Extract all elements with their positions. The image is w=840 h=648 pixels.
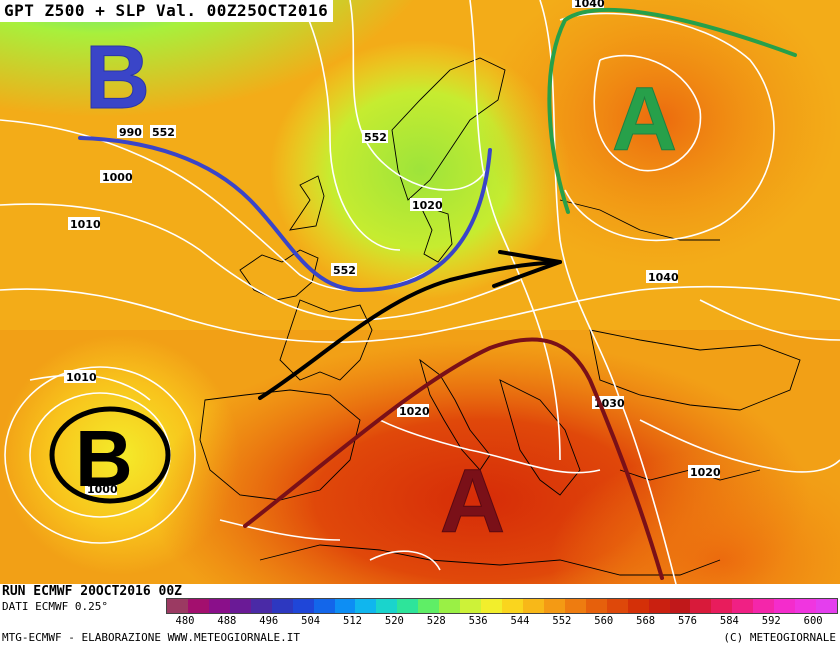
color-scale-tick-label: 600 xyxy=(803,615,823,627)
contour-label-text: 552 xyxy=(333,264,356,277)
color-scale-swatch xyxy=(564,599,586,613)
color-scale-swatch xyxy=(753,599,775,613)
color-scale-swatch xyxy=(816,599,837,613)
contour-label-text: 990 xyxy=(119,126,142,139)
color-scale-swatch xyxy=(439,599,461,613)
color-scale-tick-label: 568 xyxy=(636,615,656,627)
map-title: GPT Z500 + SLP Val. 00Z25OCT2016 xyxy=(0,0,334,22)
color-scale-swatch xyxy=(502,599,523,613)
contour-label-text: 552 xyxy=(364,131,387,144)
contour-label-text: 1010 xyxy=(66,371,97,384)
color-scale-swatch xyxy=(627,599,649,613)
contour-label-text: 1040 xyxy=(574,0,605,10)
color-scale-tick-label: 552 xyxy=(552,615,572,627)
contour-label: 1010 xyxy=(64,370,97,384)
color-scale-tick-label: 560 xyxy=(594,615,614,627)
color-scale-tick-label: 488 xyxy=(217,615,237,627)
color-scale-swatch xyxy=(732,599,754,613)
green-ridge-line xyxy=(547,7,797,214)
color-scale-tick-label: 496 xyxy=(259,615,279,627)
credit-right: (C) METEOGIORNALE xyxy=(723,631,836,644)
run-label: RUN ECMWF 20OCT2016 00Z xyxy=(2,584,183,599)
color-scale-tick-label: 480 xyxy=(175,615,195,627)
color-scale-tick-label: 576 xyxy=(678,615,697,627)
black-jet-arrow xyxy=(258,260,562,400)
color-scale-swatch xyxy=(376,599,398,613)
color-scale-tick-label: 520 xyxy=(384,615,404,627)
color-scale-swatch xyxy=(711,599,733,613)
color-scale-swatch xyxy=(481,599,502,613)
low-pressure-circle xyxy=(49,406,171,504)
color-scale-swatch xyxy=(355,599,377,613)
contour-label-text: 1010 xyxy=(70,218,101,231)
contour-label: 1040 xyxy=(572,0,605,10)
color-scale-swatch xyxy=(669,599,691,613)
contour-label-text: 1020 xyxy=(412,199,443,212)
contour-label: 1010 xyxy=(68,217,101,231)
color-scale-swatch xyxy=(648,599,670,613)
contour-label: 990 xyxy=(117,125,143,139)
color-scale-tick-label: 544 xyxy=(510,615,530,627)
contour-label-text: 1000 xyxy=(87,483,118,496)
color-scale-tick-label: 536 xyxy=(468,615,488,627)
color-scale-tick-label: 528 xyxy=(426,615,446,627)
contour-label: 1020 xyxy=(397,404,430,418)
color-scale-swatch xyxy=(250,599,272,613)
color-scale-ticks: 480 488 496 504 512 520 528 536 544 552 560 568 576 5… xyxy=(166,615,840,629)
color-scale-swatch xyxy=(522,599,544,613)
contour-label: 1000 xyxy=(85,482,118,496)
contour-label: 1040 xyxy=(646,270,679,284)
color-scale-swatch xyxy=(187,599,209,613)
color-scale-swatch xyxy=(167,599,188,613)
color-scale-swatch xyxy=(292,599,314,613)
color-scale-swatch xyxy=(774,599,796,613)
contour-label: 1020 xyxy=(410,198,443,212)
color-scale-swatch xyxy=(271,599,293,613)
contour-label-text: 552 xyxy=(152,126,175,139)
color-scale-swatch xyxy=(418,599,440,613)
color-scale-swatch xyxy=(313,599,335,613)
maroon-ridge-line xyxy=(243,337,664,580)
color-scale-swatch xyxy=(334,599,356,613)
blue-trough-line xyxy=(78,136,492,293)
color-scale-swatch xyxy=(795,599,817,613)
color-scale-swatch xyxy=(606,599,628,613)
color-scale-swatch xyxy=(229,599,251,613)
color-scale-tick-label: 592 xyxy=(761,615,781,627)
contour-label: 1020 xyxy=(688,465,721,479)
black-jet-arrow-head xyxy=(492,250,562,288)
legend-footer: RUN ECMWF 20OCT2016 00Z DATI ECMWF 0.25°… xyxy=(0,584,840,648)
contour-label-text: 1020 xyxy=(690,466,721,479)
color-scale-swatch xyxy=(690,599,712,613)
credit-left: MTG-ECMWF - ELABORAZIONE WWW.METEOGIORNA… xyxy=(2,631,301,644)
high-pressure-letter-south: A xyxy=(440,452,505,552)
color-scale-tick-label: 584 xyxy=(719,615,739,627)
color-scale-swatch xyxy=(543,599,565,613)
color-scale-swatch xyxy=(460,599,482,613)
data-source-label: DATI ECMWF 0.25° xyxy=(2,600,108,613)
contour-label-text: 1000 xyxy=(102,171,133,184)
contour-label: 552 xyxy=(331,263,357,277)
contour-label-text: 1040 xyxy=(648,271,679,284)
contour-label: 1000 xyxy=(100,170,133,184)
color-scale-tick-label: 512 xyxy=(343,615,362,627)
low-pressure-letter: B xyxy=(85,28,150,128)
color-scale-swatch xyxy=(208,599,230,613)
color-scale-swatch xyxy=(397,599,419,613)
low-pressure-letter-circled: B xyxy=(75,414,133,503)
color-scale xyxy=(166,598,838,614)
color-scale-swatch xyxy=(585,599,607,613)
color-scale-tick-label: 504 xyxy=(301,615,321,627)
contour-label: 552 xyxy=(150,125,176,139)
high-pressure-letter: A xyxy=(612,70,677,170)
contour-label-text: 1020 xyxy=(399,405,430,418)
contour-label: 552 xyxy=(362,130,388,144)
